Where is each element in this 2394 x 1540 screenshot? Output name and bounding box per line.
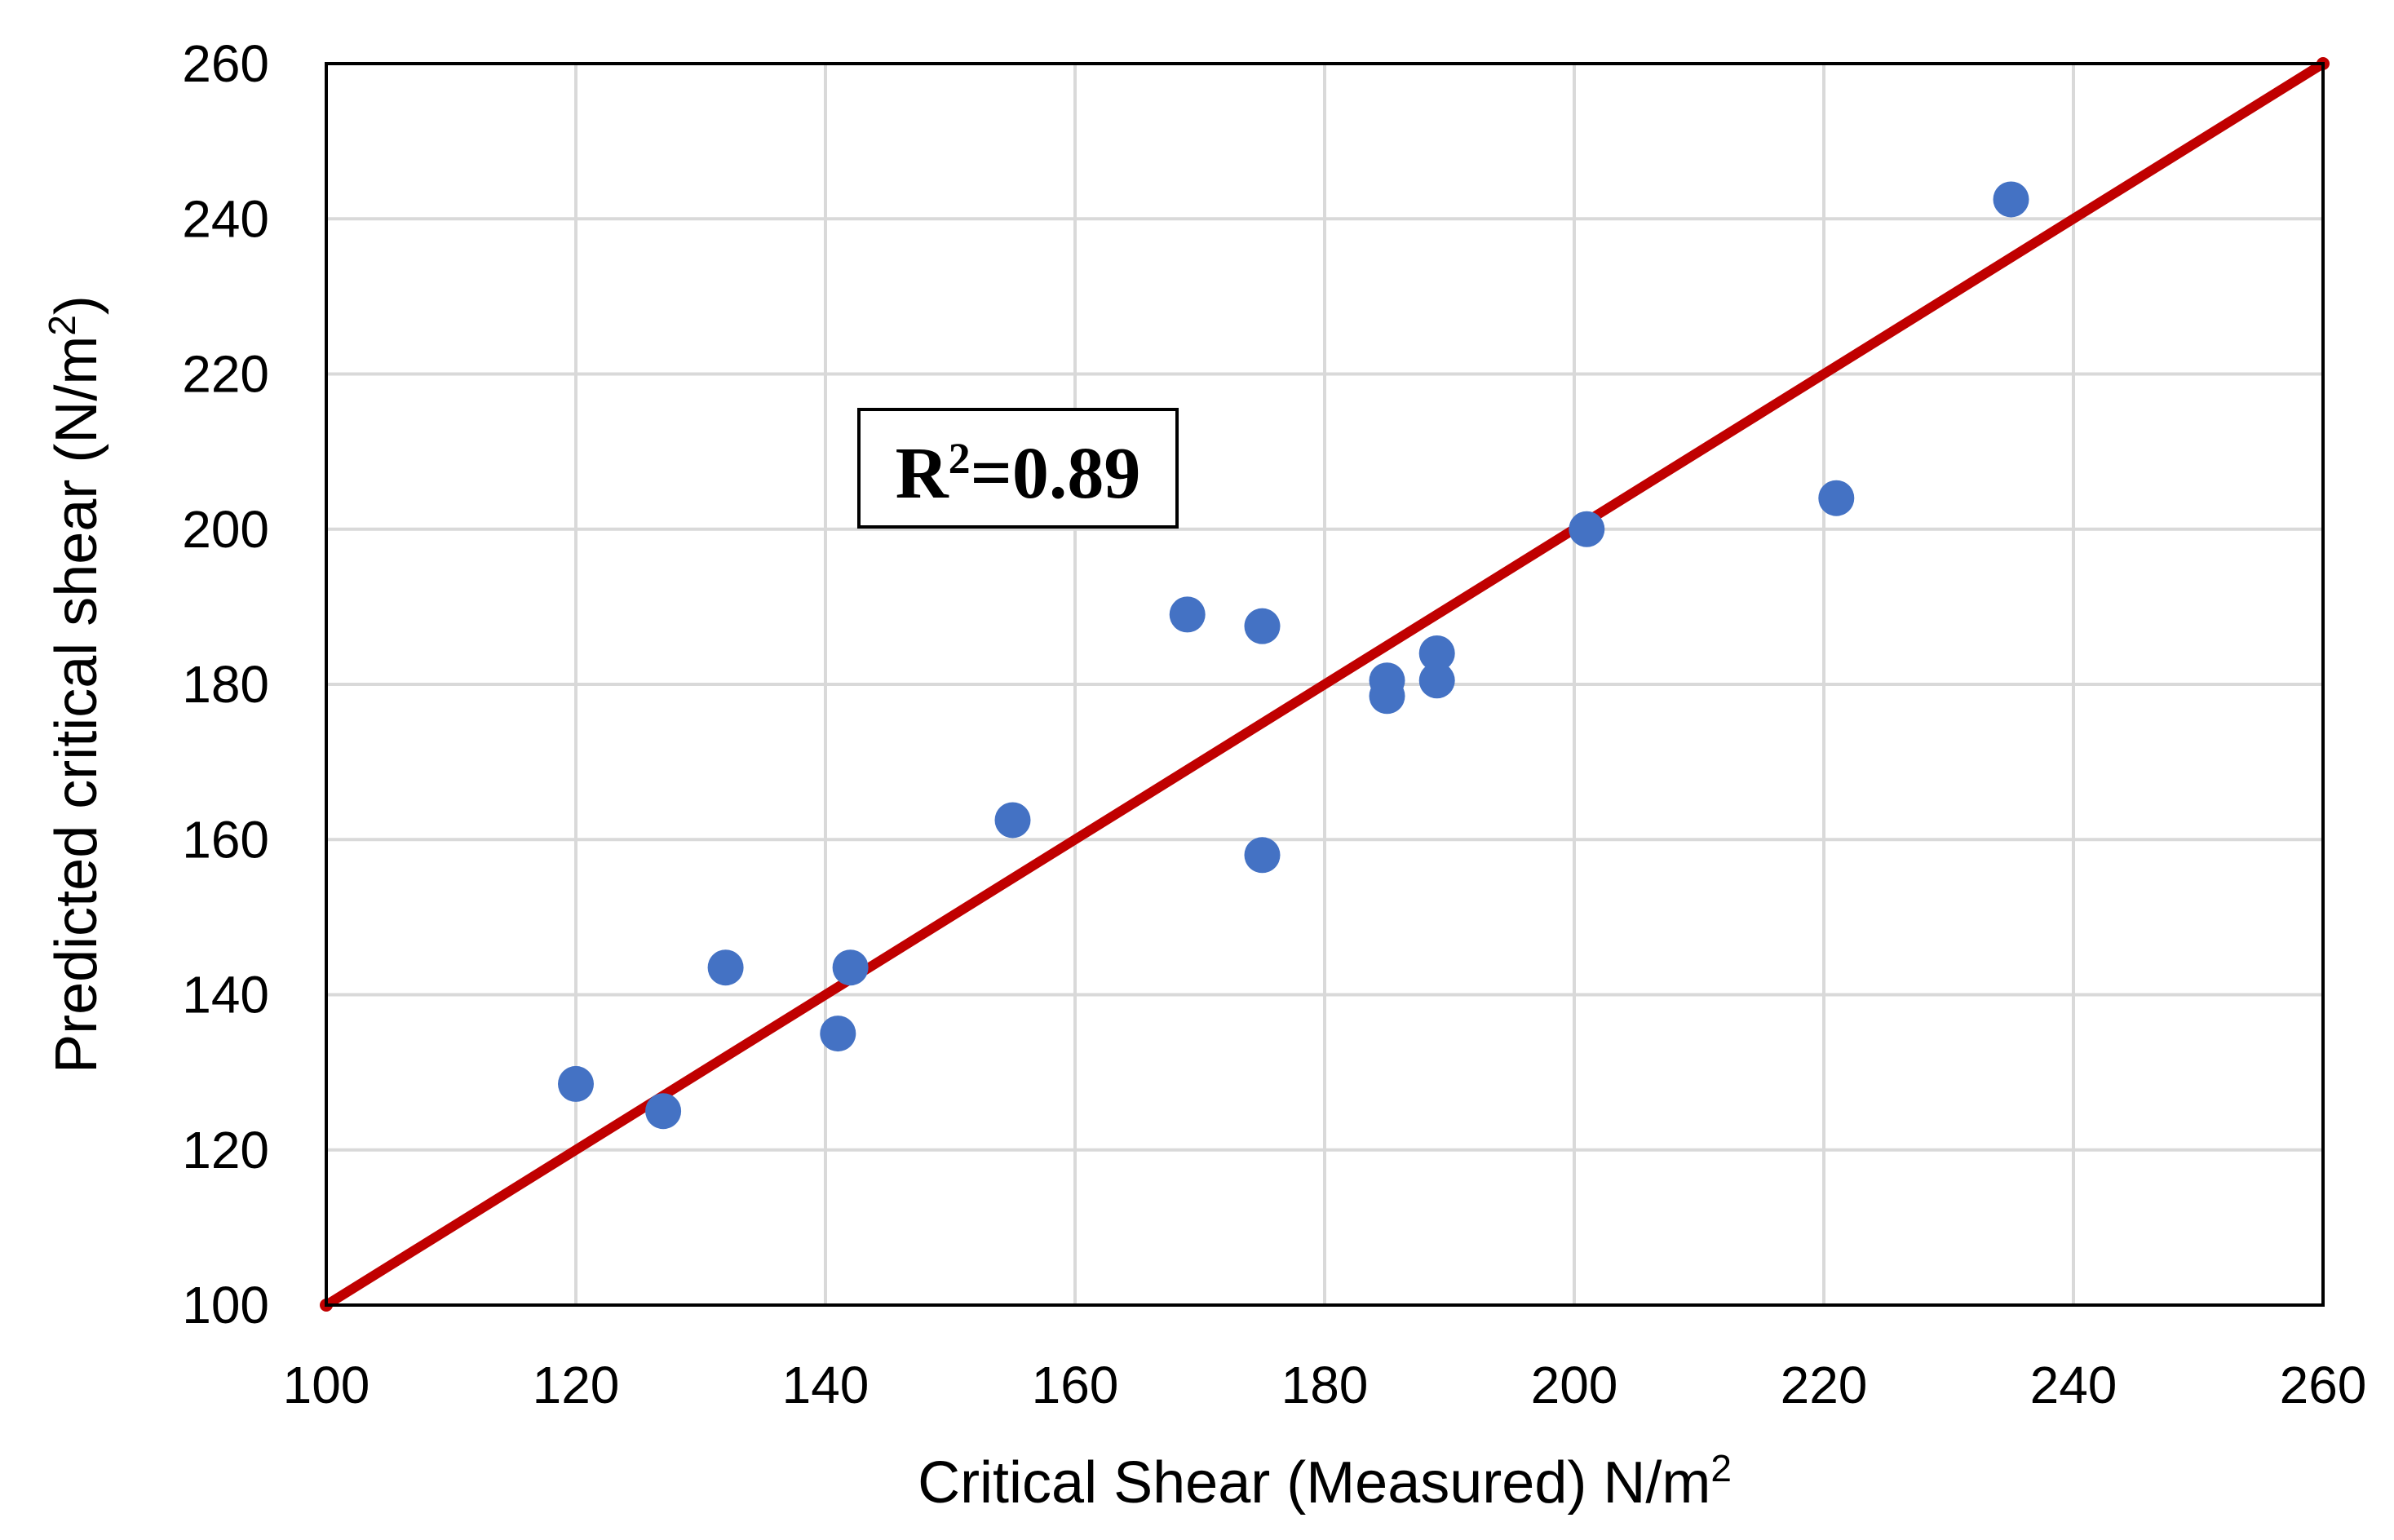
annotation-box — [857, 408, 1179, 529]
data-point — [1369, 678, 1405, 715]
data-point — [820, 1016, 856, 1052]
data-point — [1993, 181, 2029, 218]
y-axis-title: Predicted critical shear (N/m2) — [41, 295, 109, 1073]
data-point — [1418, 662, 1455, 699]
x-tick-label: 180 — [1281, 1356, 1369, 1414]
data-point — [994, 802, 1031, 839]
data-points — [558, 181, 2029, 1130]
y-axis-title-suffix: ) — [44, 295, 109, 315]
x-tick-label: 240 — [2030, 1356, 2117, 1414]
y-tick-labels: 100 120 140 160 180 200 220 240 260 — [182, 34, 269, 1334]
y-tick-label: 180 — [182, 655, 269, 714]
x-axis-title-superscript: 2 — [1710, 1447, 1732, 1489]
y-tick-label: 260 — [182, 34, 269, 93]
annotation-superscript: 2 — [949, 434, 971, 483]
annotation-value: =0.89 — [971, 433, 1141, 514]
x-tick-label: 100 — [283, 1356, 370, 1414]
y-tick-label: 200 — [182, 500, 269, 559]
data-point — [1418, 635, 1455, 671]
x-axis-title: Critical Shear (Measured) N/m2 — [918, 1447, 1732, 1516]
data-point — [1169, 596, 1206, 633]
r-squared-annotation: R2=0.89 — [857, 408, 1179, 529]
y-tick-label: 240 — [182, 189, 269, 248]
x-tick-labels: 100 120 140 160 180 200 220 240 260 — [283, 1356, 2367, 1414]
y-axis-title-text: Predicted critical shear (N/m — [44, 336, 109, 1073]
x-axis-title-text: Critical Shear (Measured) N/m — [918, 1450, 1710, 1516]
data-point — [558, 1065, 594, 1102]
data-point — [1244, 608, 1281, 644]
y-tick-label: 120 — [182, 1121, 269, 1179]
plot-frame — [325, 62, 2325, 1307]
x-tick-label: 140 — [782, 1356, 870, 1414]
annotation-label: R2=0.89 — [896, 433, 1141, 514]
y-tick-label: 160 — [182, 810, 269, 869]
data-point — [1569, 511, 1605, 547]
x-tick-label: 120 — [533, 1356, 620, 1414]
data-point — [832, 949, 869, 986]
y-axis-title-superscript: 2 — [41, 315, 83, 336]
x-tick-label: 200 — [1531, 1356, 1618, 1414]
x-tick-label: 220 — [1781, 1356, 1868, 1414]
data-point — [1244, 837, 1281, 874]
data-point — [707, 949, 744, 986]
annotation-r: R — [896, 433, 949, 514]
y-tick-label: 220 — [182, 345, 269, 404]
x-tick-label: 160 — [1032, 1356, 1119, 1414]
data-point — [645, 1093, 682, 1130]
data-point — [1818, 480, 1855, 516]
y-tick-label: 100 — [182, 1276, 269, 1334]
x-tick-label: 260 — [2280, 1356, 2367, 1414]
y-tick-label: 140 — [182, 966, 269, 1024]
